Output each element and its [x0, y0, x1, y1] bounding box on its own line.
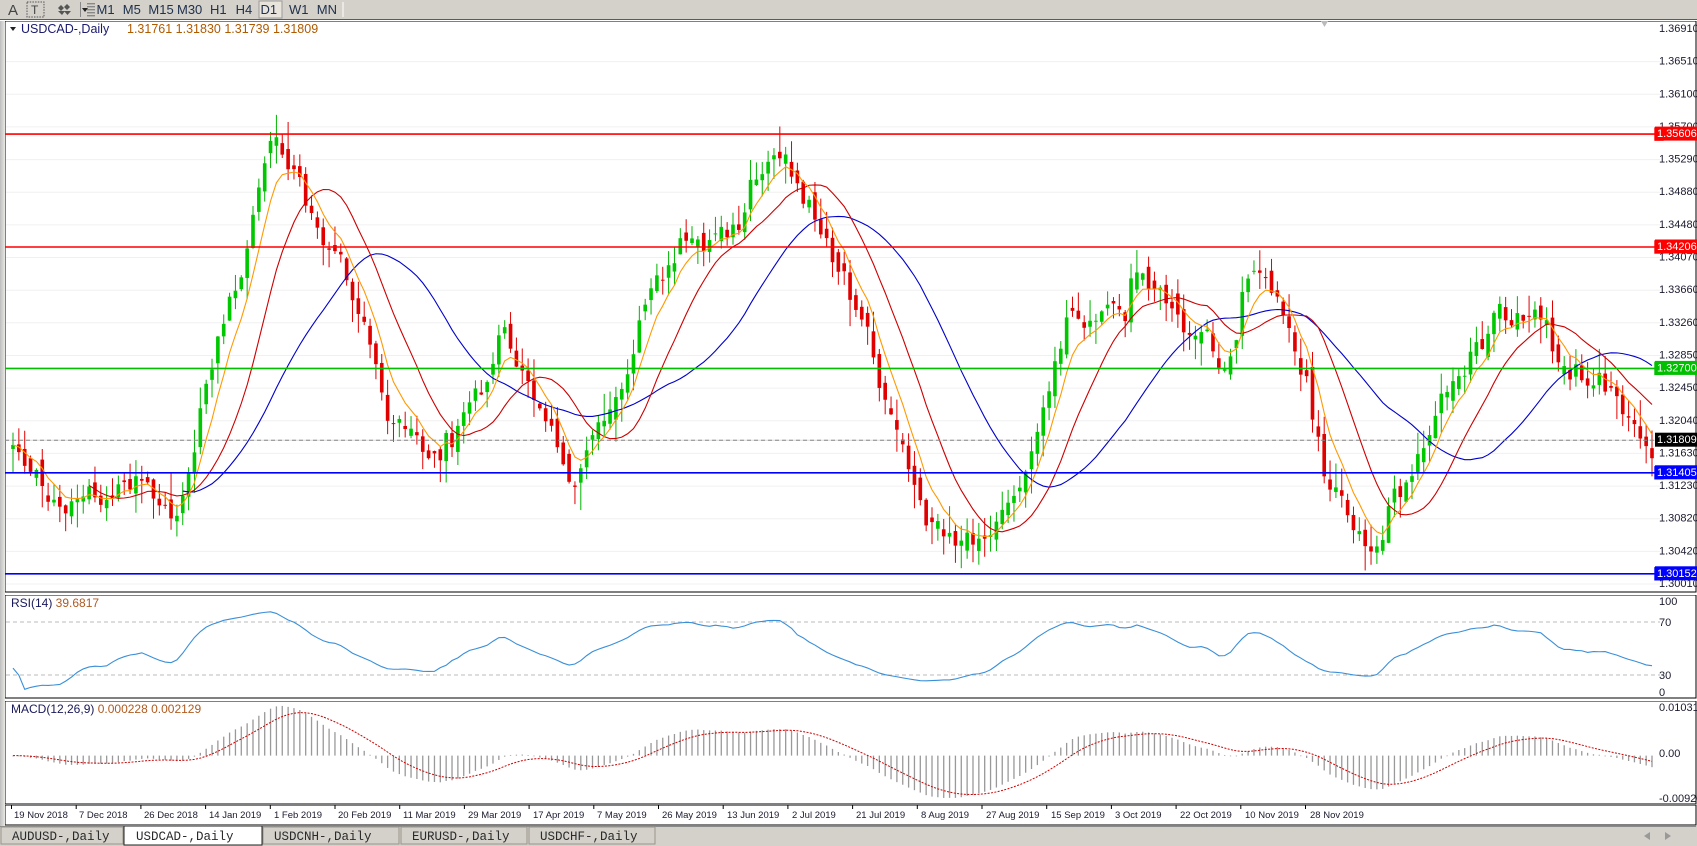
svg-text:0: 0	[1659, 687, 1665, 699]
svg-text:29 Mar 2019: 29 Mar 2019	[468, 810, 521, 821]
svg-text:13 Jun 2019: 13 Jun 2019	[727, 810, 779, 821]
svg-text:EURUSD-,Daily: EURUSD-,Daily	[412, 830, 510, 844]
svg-text:10 Nov 2019: 10 Nov 2019	[1245, 810, 1299, 821]
svg-text:1.31630: 1.31630	[1659, 447, 1697, 459]
svg-text:7 May 2019: 7 May 2019	[597, 810, 647, 821]
svg-text:26 Dec 2018: 26 Dec 2018	[144, 810, 198, 821]
svg-text:1.34206: 1.34206	[1657, 241, 1697, 253]
svg-text:RSI(14) 39.6817: RSI(14) 39.6817	[11, 596, 99, 610]
svg-text:A: A	[8, 2, 18, 19]
svg-text:14 Jan 2019: 14 Jan 2019	[209, 810, 261, 821]
svg-text:1.36910: 1.36910	[1659, 23, 1697, 35]
svg-text:30: 30	[1659, 670, 1671, 682]
svg-text:1.32040: 1.32040	[1659, 415, 1697, 427]
svg-text:1.34480: 1.34480	[1659, 219, 1697, 231]
svg-text:-0.009203: -0.009203	[1659, 793, 1697, 805]
svg-text:T: T	[31, 3, 39, 17]
svg-text:21 Jul 2019: 21 Jul 2019	[856, 810, 905, 821]
svg-text:15 Sep 2019: 15 Sep 2019	[1051, 810, 1105, 821]
svg-text:1.31405: 1.31405	[1657, 467, 1697, 479]
svg-text:1.34880: 1.34880	[1659, 186, 1697, 198]
svg-text:M15: M15	[148, 2, 173, 17]
svg-text:H4: H4	[236, 2, 253, 17]
svg-text:M30: M30	[177, 2, 202, 17]
svg-text:1.30820: 1.30820	[1659, 513, 1697, 525]
svg-text:2 Jul 2019: 2 Jul 2019	[792, 810, 836, 821]
svg-text:USDCAD-,Daily: USDCAD-,Daily	[136, 830, 234, 844]
svg-text:1.33660: 1.33660	[1659, 284, 1697, 296]
svg-text:11 Mar 2019: 11 Mar 2019	[403, 810, 456, 821]
svg-text:1.35606: 1.35606	[1657, 128, 1697, 140]
svg-text:19 Nov 2018: 19 Nov 2018	[14, 810, 68, 821]
svg-text:1.36100: 1.36100	[1659, 88, 1697, 100]
svg-text:USDCNH-,Daily: USDCNH-,Daily	[274, 830, 372, 844]
svg-text:M5: M5	[123, 2, 141, 17]
svg-text:1.32850: 1.32850	[1659, 350, 1697, 362]
svg-text:M1: M1	[97, 2, 115, 17]
svg-text:1.32450: 1.32450	[1659, 382, 1697, 394]
svg-text:D1: D1	[261, 2, 278, 17]
svg-text:1.33260: 1.33260	[1659, 317, 1697, 329]
svg-text:28 Nov 2019: 28 Nov 2019	[1310, 810, 1364, 821]
svg-text:MN: MN	[317, 2, 337, 17]
svg-text:USDCAD-,Daily: USDCAD-,Daily	[21, 22, 110, 36]
svg-text:AUDUSD-,Daily: AUDUSD-,Daily	[12, 830, 110, 844]
svg-text:1 Feb 2019: 1 Feb 2019	[274, 810, 322, 821]
svg-text:1.36510: 1.36510	[1659, 56, 1697, 68]
svg-text:17 Apr 2019: 17 Apr 2019	[533, 810, 584, 821]
svg-text:1.30420: 1.30420	[1659, 545, 1697, 557]
svg-text:1.32700: 1.32700	[1657, 362, 1697, 374]
svg-text:22 Oct 2019: 22 Oct 2019	[1180, 810, 1232, 821]
svg-text:70: 70	[1659, 617, 1671, 629]
svg-text:8 Aug 2019: 8 Aug 2019	[921, 810, 969, 821]
svg-text:H1: H1	[210, 2, 227, 17]
svg-text:0.00: 0.00	[1659, 748, 1680, 760]
svg-text:20 Feb 2019: 20 Feb 2019	[338, 810, 391, 821]
svg-text:27 Aug 2019: 27 Aug 2019	[986, 810, 1039, 821]
svg-text:1.30152: 1.30152	[1657, 568, 1697, 580]
svg-text:26 May 2019: 26 May 2019	[662, 810, 717, 821]
svg-text:1.31761 1.31830 1.31739 1.3180: 1.31761 1.31830 1.31739 1.31809	[127, 22, 318, 36]
svg-text:USDCHF-,Daily: USDCHF-,Daily	[540, 830, 638, 844]
svg-text:W1: W1	[289, 2, 309, 17]
svg-text:7 Dec 2018: 7 Dec 2018	[79, 810, 128, 821]
svg-text:1.35290: 1.35290	[1659, 154, 1697, 166]
svg-text:100: 100	[1659, 596, 1677, 608]
svg-text:MACD(12,26,9) 0.000228 0.00212: MACD(12,26,9) 0.000228 0.002129	[11, 702, 201, 716]
svg-text:1.31809: 1.31809	[1657, 434, 1697, 446]
svg-text:1.31230: 1.31230	[1659, 480, 1697, 492]
svg-text:3 Oct 2019: 3 Oct 2019	[1115, 810, 1161, 821]
svg-text:0.010311: 0.010311	[1659, 702, 1697, 714]
